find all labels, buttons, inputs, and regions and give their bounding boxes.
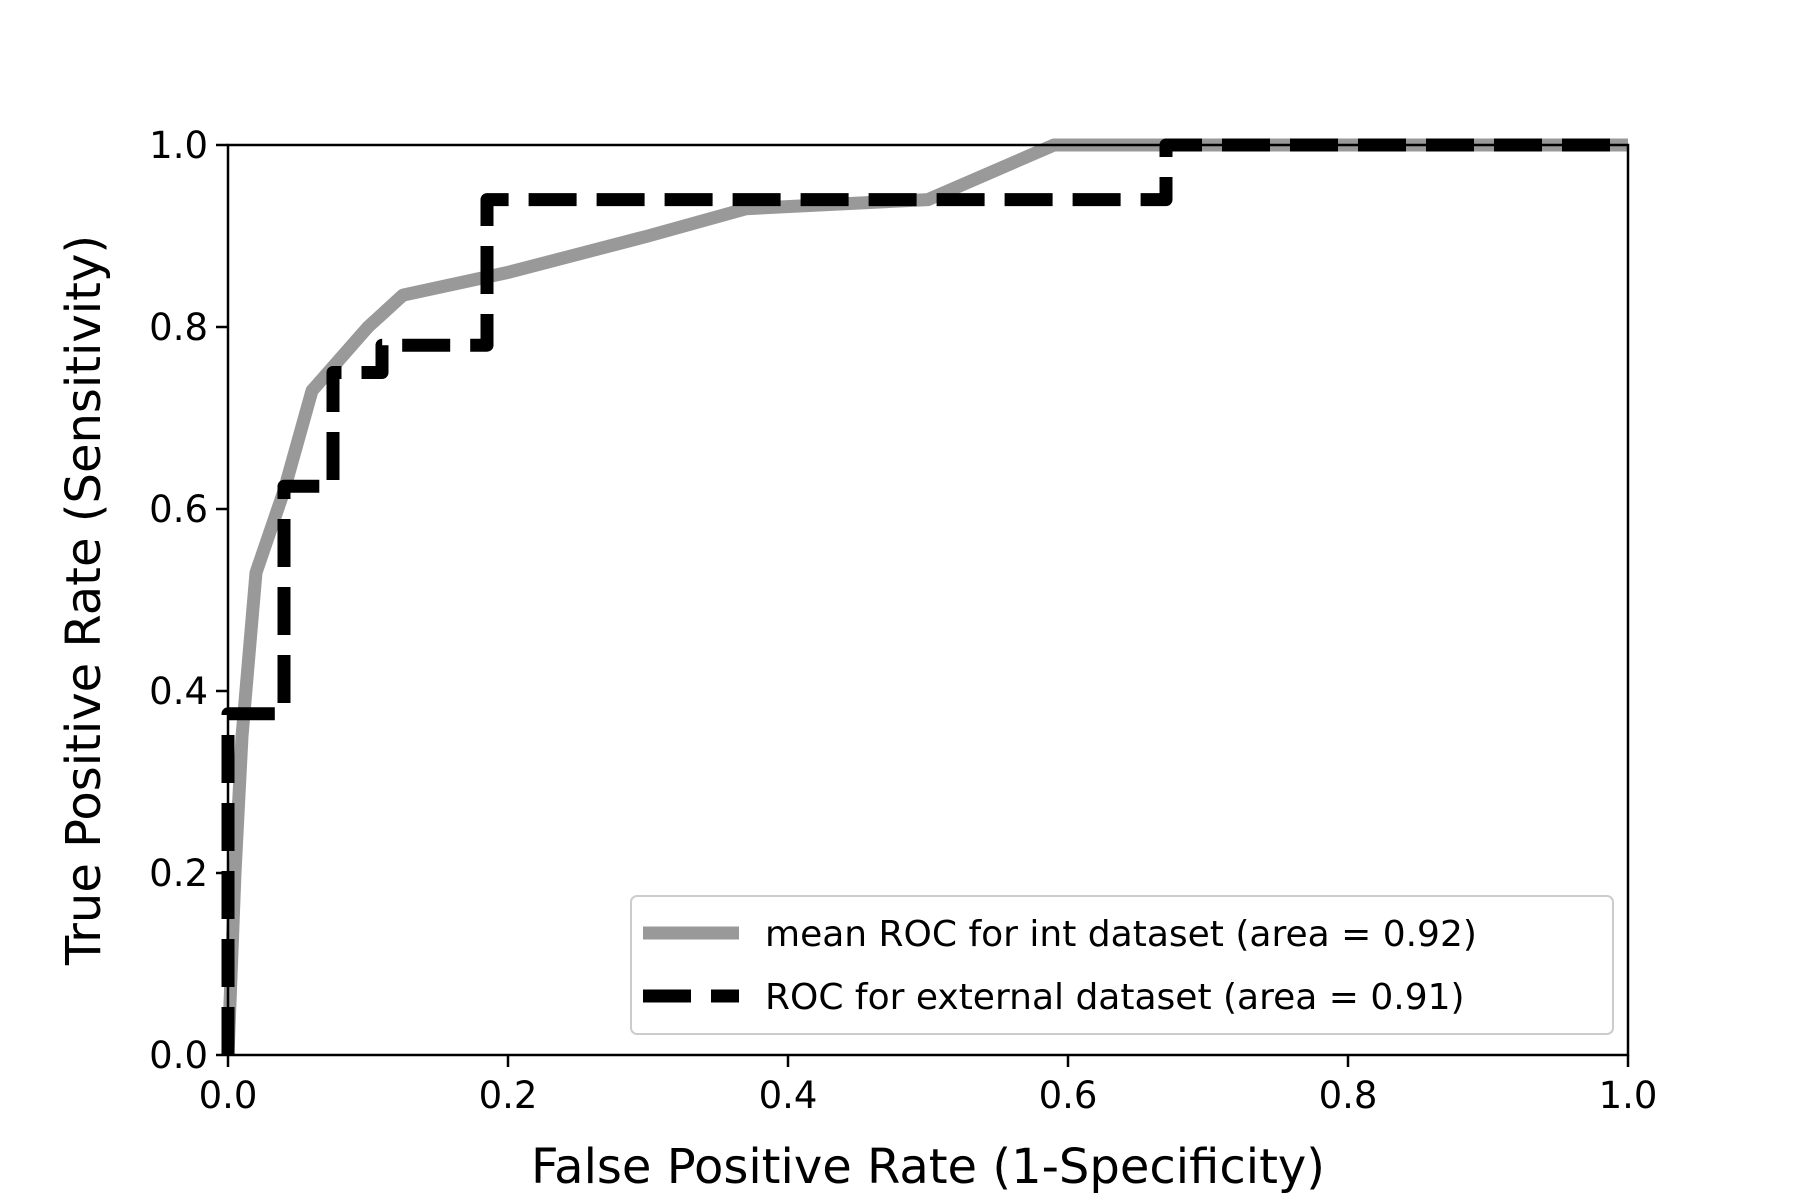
y-tick-label: 0.6 bbox=[149, 488, 208, 531]
y-tick-label: 0.2 bbox=[149, 852, 208, 895]
plot-frame bbox=[226, 143, 1630, 1057]
y-tick-label: 1.0 bbox=[149, 124, 208, 167]
y-axis: 0.0 0.2 0.4 0.6 0.8 1.0 bbox=[149, 124, 228, 1077]
x-tick-label: 1.0 bbox=[1599, 1074, 1658, 1117]
legend-box bbox=[630, 895, 1614, 1035]
legend-label-external-roc: ROC for external dataset (area = 0.91) bbox=[765, 977, 1465, 1018]
y-tick-label: 0.8 bbox=[149, 306, 208, 349]
y-tick-label: 0.0 bbox=[149, 1034, 208, 1077]
x-tick-label: 0.2 bbox=[479, 1074, 538, 1117]
x-axis: 0.0 0.2 0.4 0.6 0.8 1.0 bbox=[199, 1055, 1658, 1117]
x-tick-label: 0.0 bbox=[199, 1074, 258, 1117]
x-axis-title: False Positive Rate (1-Specificity) bbox=[531, 1139, 1325, 1195]
legend: mean ROC for int dataset (area = 0.92) R… bbox=[630, 895, 1614, 1035]
y-axis-title: True Positive Rate (Sensitivity) bbox=[56, 235, 112, 966]
y-tick-label: 0.4 bbox=[149, 670, 208, 713]
legend-label-mean-roc: mean ROC for int dataset (area = 0.92) bbox=[765, 914, 1477, 955]
series-line-external-roc bbox=[221, 138, 1628, 1055]
x-tick-label: 0.6 bbox=[1039, 1074, 1098, 1117]
x-tick-label: 0.4 bbox=[759, 1074, 818, 1117]
x-tick-label: 0.8 bbox=[1319, 1074, 1378, 1117]
